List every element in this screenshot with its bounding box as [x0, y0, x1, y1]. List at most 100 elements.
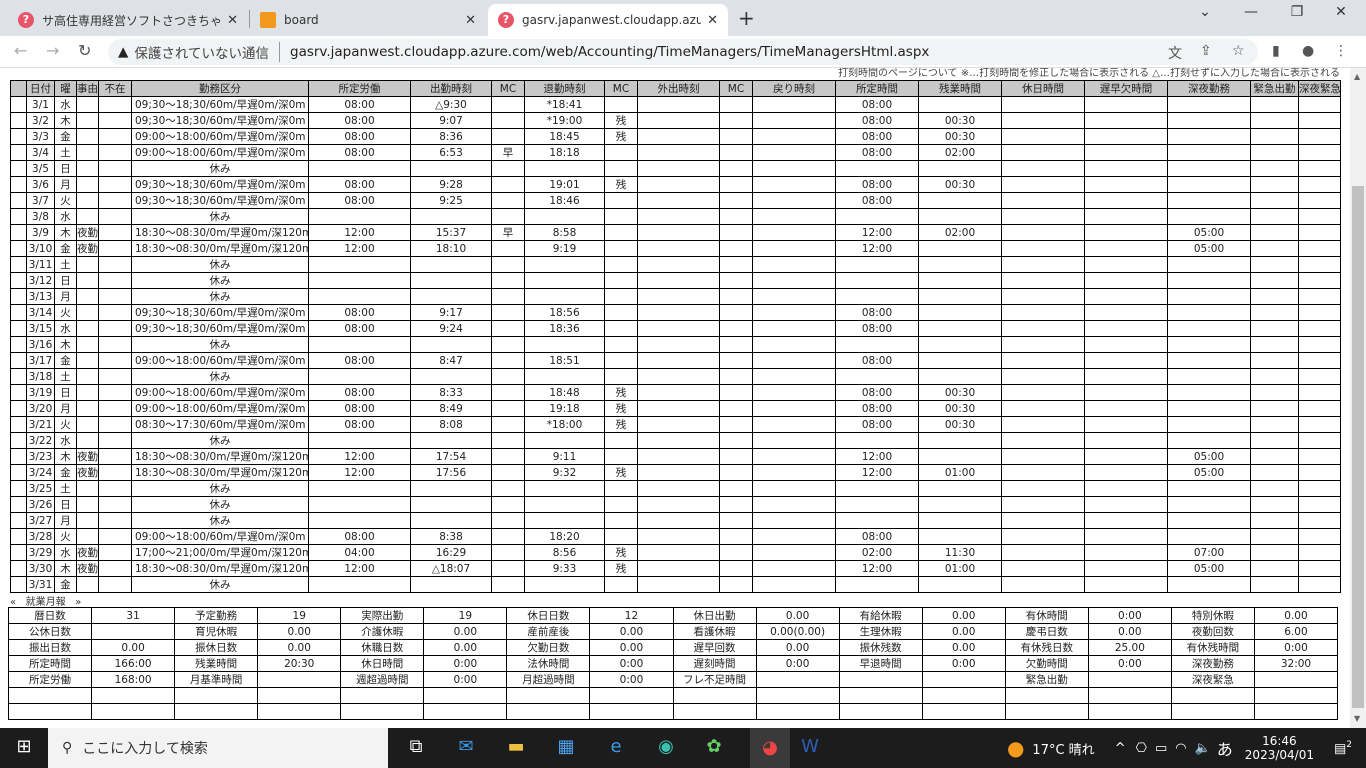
table-row: 3/26 日 休み [10, 496, 1341, 513]
cell-clock-in [410, 480, 492, 497]
file-explorer-icon[interactable]: ▬ [507, 736, 525, 757]
translate-icon[interactable]: 文 [1168, 46, 1182, 62]
cell-emergency [1250, 224, 1299, 241]
close-tab-icon[interactable]: ✕ [465, 12, 476, 28]
cell-clock-out-mc: 残 [604, 176, 638, 193]
summary-value: 0.00 [589, 639, 674, 656]
minimize-button[interactable]: — [1244, 4, 1258, 20]
close-tab-icon[interactable]: ✕ [707, 12, 718, 28]
cell-overtime [918, 448, 1002, 465]
cell-clock-in: 8:08 [410, 416, 492, 433]
cell-night-work [1167, 192, 1251, 209]
tab-satsuki[interactable]: ? サ高住専用経営ソフトさつきちゃん ✕ [8, 4, 248, 36]
header-clock-in-mc: MC [491, 80, 525, 97]
header-go-out-mc: MC [719, 80, 753, 97]
summary-label: 休職日数 [340, 639, 425, 656]
maximize-button[interactable]: ❐ [1290, 4, 1304, 20]
cell-absence [98, 496, 132, 513]
cell-clock-in: 17:54 [410, 448, 492, 465]
new-tab-button[interactable]: + [738, 6, 755, 30]
cell-shift: 09;30～18;30/60m/早遅0m/深0m [131, 192, 309, 209]
reload-icon[interactable]: ↻ [78, 41, 92, 60]
profile-avatar-icon[interactable]: ● [1302, 43, 1315, 59]
summary-row: 暦日数 31 予定勤務 19 実際出勤 19 休日日数 12 休日出勤 0.00 有給休暇 0.00 有… [7, 607, 1339, 624]
cell-scheduled-time [835, 496, 919, 513]
cell-weekday: 土 [54, 480, 77, 497]
cell-late-early-absence [1084, 304, 1168, 321]
tab-board[interactable]: board ✕ [250, 4, 486, 36]
cell-date: 3/24 [26, 464, 55, 481]
cell-absence [98, 544, 132, 561]
cell-reason [76, 416, 99, 433]
cell-blank [10, 480, 27, 497]
cell-weekday: 金 [54, 352, 77, 369]
cell-clock-in-mc [491, 368, 525, 385]
pager: « 就業月報 » [10, 593, 81, 608]
header-weekday: 曜 [54, 80, 77, 97]
share-icon[interactable]: ⇪ [1200, 43, 1212, 59]
mail-icon[interactable]: ✉ [458, 736, 474, 757]
taskbar-search[interactable]: ⚲ ここに入力して検索 [48, 728, 388, 768]
cell-clock-in: 8:38 [410, 528, 492, 545]
close-window-button[interactable]: ✕ [1335, 4, 1347, 20]
cell-overtime [918, 320, 1002, 337]
volume-icon[interactable]: 🔈 [1194, 740, 1211, 756]
scrollbar-thumb[interactable] [1352, 186, 1364, 708]
summary-label: 有休時間 [1004, 607, 1089, 624]
cell-blank [10, 192, 27, 209]
chrome-icon[interactable]: ◕ [750, 728, 790, 768]
cell-clock-out [524, 368, 605, 385]
cell-clock-in-mc [491, 320, 525, 337]
edge-icon[interactable]: ◉ [658, 736, 674, 757]
cell-absence [98, 224, 132, 241]
back-icon[interactable]: ← [14, 41, 28, 60]
url-bar[interactable]: ▲ 保護されていない通信 gasrv.japanwest.cloudapp.az… [108, 39, 1258, 65]
internet-explorer-icon[interactable]: e [610, 736, 622, 757]
scroll-up-icon[interactable]: ▲ [1354, 72, 1361, 81]
prev-month-link[interactable]: « [10, 597, 17, 608]
cell-shift: 休み [131, 496, 309, 513]
tab-search-icon[interactable]: ⌄ [1199, 4, 1211, 20]
table-row: 3/12 日 休み [10, 272, 1341, 289]
app-icon[interactable]: ✿ [706, 736, 722, 757]
close-tab-icon[interactable]: ✕ [227, 12, 238, 28]
ime-indicator[interactable]: あ [1216, 740, 1233, 759]
next-month-link[interactable]: » [75, 597, 82, 608]
table-row: 3/22 水 休み [10, 432, 1341, 449]
camera-icon[interactable]: ⎔ [1135, 740, 1147, 756]
table-row: 3/30 木夜勤 18:30～08:30/0m/早遅0m/深120m 12:00 △18… [10, 560, 1341, 577]
notification-icon[interactable]: ▤2 [1333, 739, 1352, 757]
vertical-scrollbar[interactable]: ▲ ▼ [1350, 68, 1366, 728]
cell-scheduled-time [835, 160, 919, 177]
task-view-icon[interactable]: ⧉ [409, 736, 423, 757]
windows-start-icon[interactable]: ⊞ [16, 736, 32, 757]
summary-label: 予定勤務 [174, 607, 259, 624]
forward-icon[interactable]: → [46, 41, 60, 60]
tab-gasrv[interactable]: ?gasrv.japanwest.cloudapp.azure.c✕ [488, 4, 728, 36]
cell-reason [76, 112, 99, 129]
summary-label: 欠勤時間 [1004, 655, 1089, 672]
cell-clock-out [524, 432, 605, 449]
cell-go-out [637, 384, 720, 401]
header-clock-out: 退勤時刻 [524, 80, 605, 97]
cell-emergency [1250, 384, 1299, 401]
word-icon[interactable]: W [801, 736, 819, 757]
cell-reason [76, 528, 99, 545]
store-icon[interactable]: ▦ [557, 736, 575, 757]
chevron-up-icon[interactable]: ^ [1114, 740, 1126, 756]
cell-scheduled-work: 08:00 [308, 528, 411, 545]
scroll-down-icon[interactable]: ▼ [1354, 714, 1361, 723]
cell-holiday-time [1001, 192, 1085, 209]
clock[interactable]: 16:46 2023/04/01 [1244, 734, 1314, 762]
bookmark-star-icon[interactable]: ☆ [1232, 43, 1245, 59]
cell-blank [10, 224, 27, 241]
attendance-table: 日付曜事由 不在 勤務区分 所定労働 出勤時刻 MC 退勤時刻 MC 外出時刻 MC 戻り時刻 所定時… [10, 80, 1341, 593]
side-panel-icon[interactable]: ▮ [1272, 43, 1280, 59]
cell-clock-in: △18:07 [410, 560, 492, 577]
cell-blank [10, 400, 27, 417]
cell-emergency [1250, 464, 1299, 481]
summary-label: 振出日数 [7, 639, 93, 656]
battery-icon[interactable]: ▭ [1154, 740, 1168, 756]
menu-icon[interactable]: ⋮ [1334, 43, 1348, 59]
wifi-icon[interactable]: ◠ [1175, 740, 1187, 756]
